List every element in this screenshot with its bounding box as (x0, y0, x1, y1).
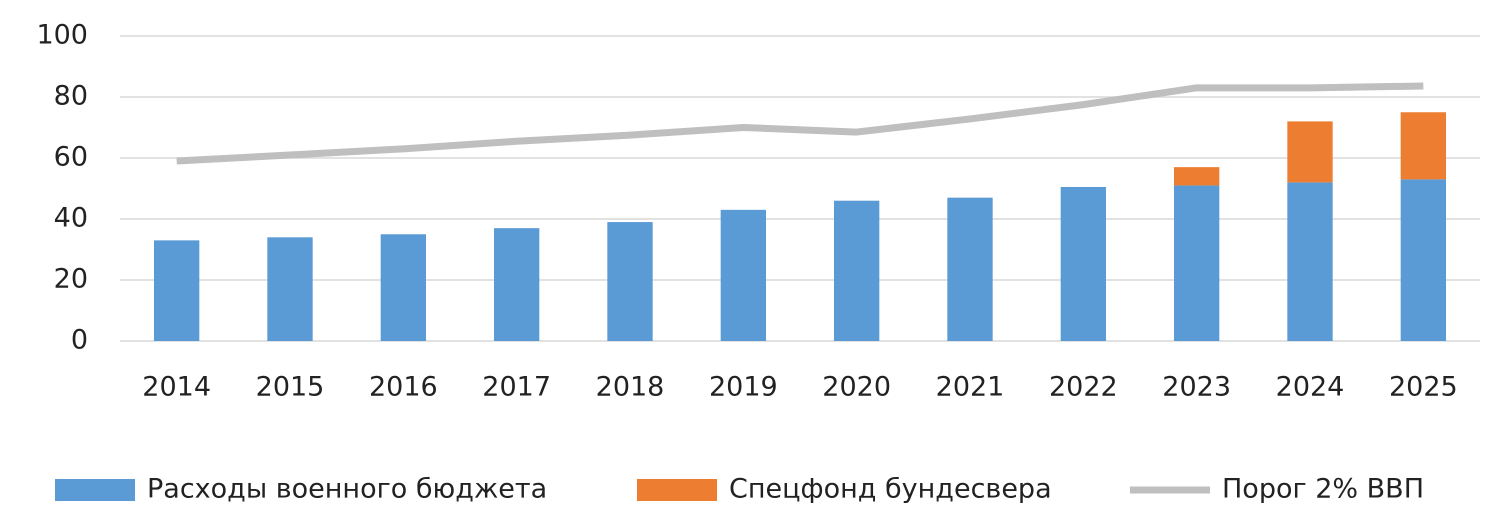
y-tick-label: 40 (54, 203, 88, 234)
y-tick-label: 60 (54, 142, 88, 173)
legend-label: Расходы военного бюджета (147, 474, 547, 505)
legend-swatch (55, 479, 135, 501)
bar (947, 197, 993, 341)
x-tick-label: 2021 (936, 372, 1005, 403)
y-tick-label: 0 (71, 325, 88, 356)
y-tick-label: 80 (54, 81, 88, 112)
bar (154, 240, 200, 341)
x-tick-label: 2024 (1276, 372, 1345, 403)
x-tick-label: 2019 (709, 372, 778, 403)
x-tick-label: 2022 (1049, 372, 1118, 403)
legend-label: Порог 2% ВВП (1222, 474, 1424, 505)
bar (720, 209, 766, 341)
bar (1174, 167, 1220, 186)
bar (267, 237, 313, 341)
x-tick-label: 2015 (256, 372, 325, 403)
bar (1287, 182, 1333, 341)
x-tick-label: 2023 (1162, 372, 1231, 403)
x-tick-label: 2017 (482, 372, 551, 403)
bar (1400, 112, 1446, 180)
x-tick-label: 2016 (369, 372, 438, 403)
bar (834, 200, 880, 341)
x-tick-label: 2014 (142, 372, 211, 403)
line (176, 82, 1424, 165)
legend-label: Спецфонд бундесвера (729, 474, 1052, 505)
x-tick-label: 2025 (1389, 372, 1458, 403)
x-tick-label: 2018 (596, 372, 665, 403)
legend-swatch (637, 479, 717, 501)
x-tick-label: 2020 (822, 372, 891, 403)
bar (494, 228, 540, 341)
bar (1400, 179, 1446, 341)
bar (607, 222, 653, 341)
y-tick-label: 100 (36, 20, 88, 51)
bar (1174, 185, 1220, 341)
y-tick-label: 20 (54, 264, 88, 295)
bar (380, 234, 426, 341)
bar (1287, 121, 1333, 183)
bar (1060, 186, 1106, 341)
